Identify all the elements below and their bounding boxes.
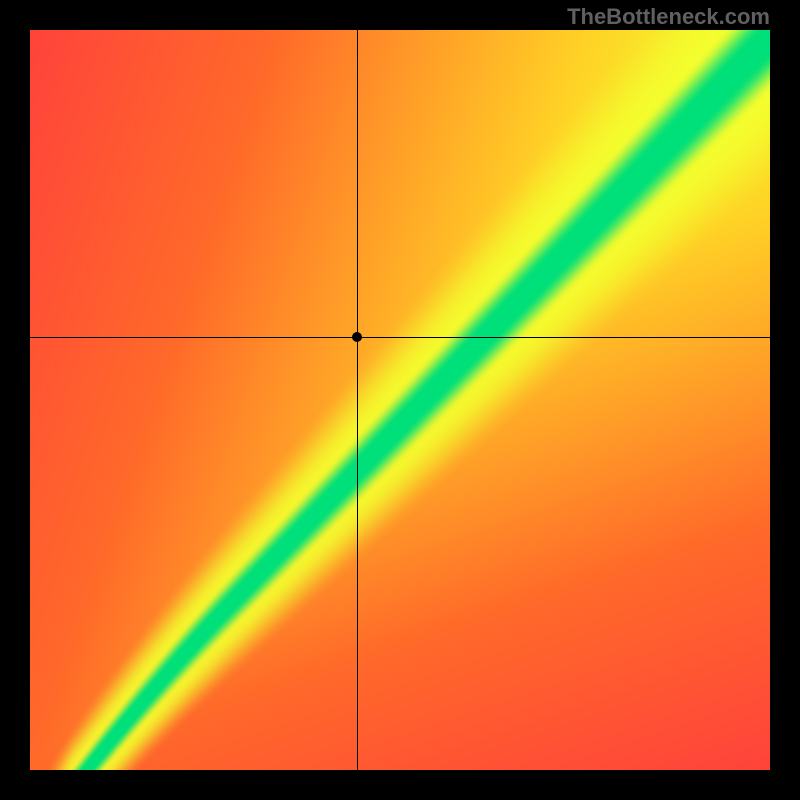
watermark-text: TheBottleneck.com xyxy=(567,4,770,30)
crosshair-vertical xyxy=(357,30,358,770)
heatmap-canvas xyxy=(30,30,770,770)
heatmap-plot-area xyxy=(30,30,770,770)
marker-dot xyxy=(352,332,362,342)
crosshair-horizontal xyxy=(30,337,770,338)
